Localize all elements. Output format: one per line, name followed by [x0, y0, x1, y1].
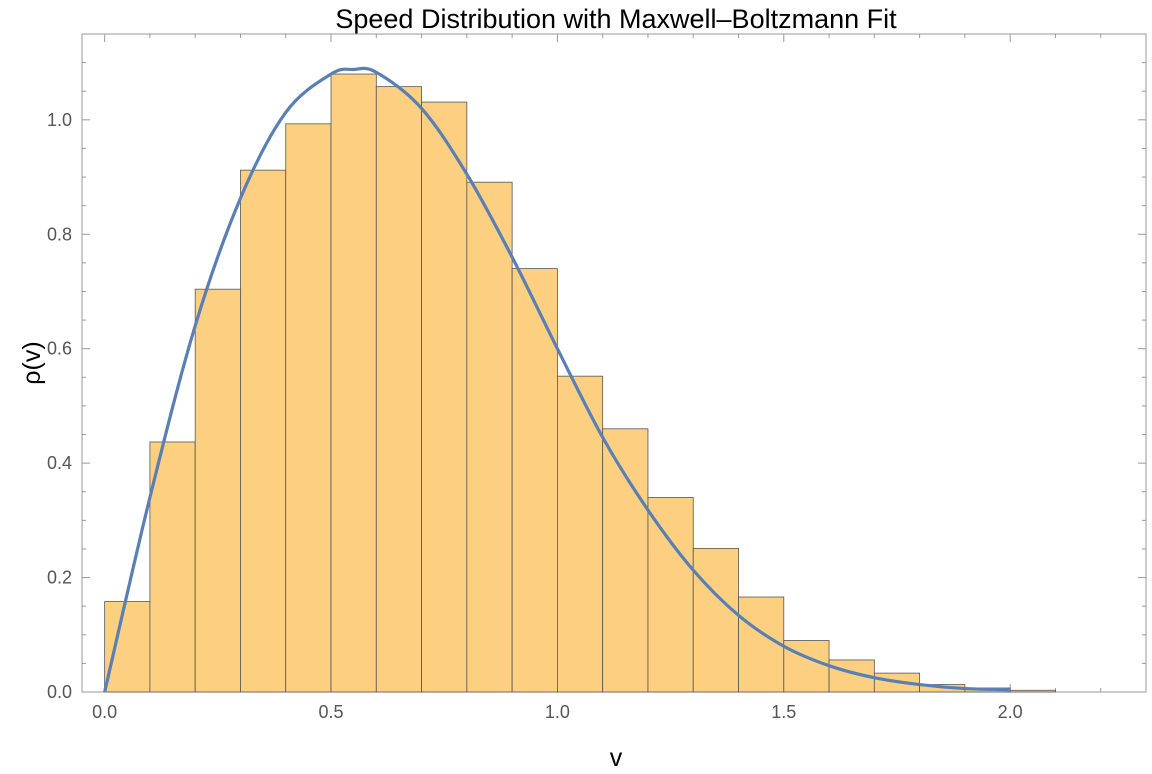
histogram-bar-0	[104, 601, 151, 693]
y-tick-label-1: 0.2	[47, 568, 72, 588]
y-tick-label-2: 0.4	[47, 453, 72, 473]
x-tick-label-2: 1.0	[545, 702, 570, 722]
x-tick-label-3: 1.5	[771, 702, 796, 722]
y-tick-label-0: 0.0	[47, 682, 72, 702]
histogram-bar-4	[285, 123, 332, 693]
histogram-bar-20	[1009, 689, 1056, 693]
x-tick-label-1: 0.5	[319, 702, 344, 722]
histogram-bar-2	[194, 288, 241, 693]
chart-title: Speed Distribution with Maxwell–Boltzman…	[335, 4, 897, 34]
histogram-bar-3	[240, 169, 287, 693]
y-tick-label-5: 1.0	[47, 110, 72, 130]
histogram-bar-6	[375, 86, 422, 693]
histogram-bar-5	[330, 73, 377, 693]
x-axis-label: v	[610, 744, 623, 772]
y-tick-label-3: 0.6	[47, 339, 72, 359]
histogram-bar-1	[149, 441, 196, 693]
y-axis-label: ρ(v)	[18, 341, 46, 384]
histogram-bar-9	[511, 268, 558, 693]
x-tick-label-4: 2.0	[998, 702, 1023, 722]
histogram-bar-11	[602, 428, 649, 693]
histogram-bar-13	[692, 547, 739, 693]
histogram-bar-12	[647, 497, 694, 693]
maxwell-boltzmann-fit-curve	[103, 66, 1011, 693]
y-tick-label-4: 0.8	[47, 224, 72, 244]
x-tick-label-0: 0.0	[92, 702, 117, 722]
histogram-bar-7	[421, 101, 468, 693]
histogram-bar-8	[466, 181, 513, 693]
histogram-bar-10	[557, 375, 604, 693]
histogram-bar-14	[738, 596, 785, 693]
histogram-bars	[104, 73, 1056, 693]
tick-labels: 0.0 0.5 1.0 1.5 2.0 0.0 0.2 0.4 0.6 0.8 1.0	[47, 110, 1023, 722]
